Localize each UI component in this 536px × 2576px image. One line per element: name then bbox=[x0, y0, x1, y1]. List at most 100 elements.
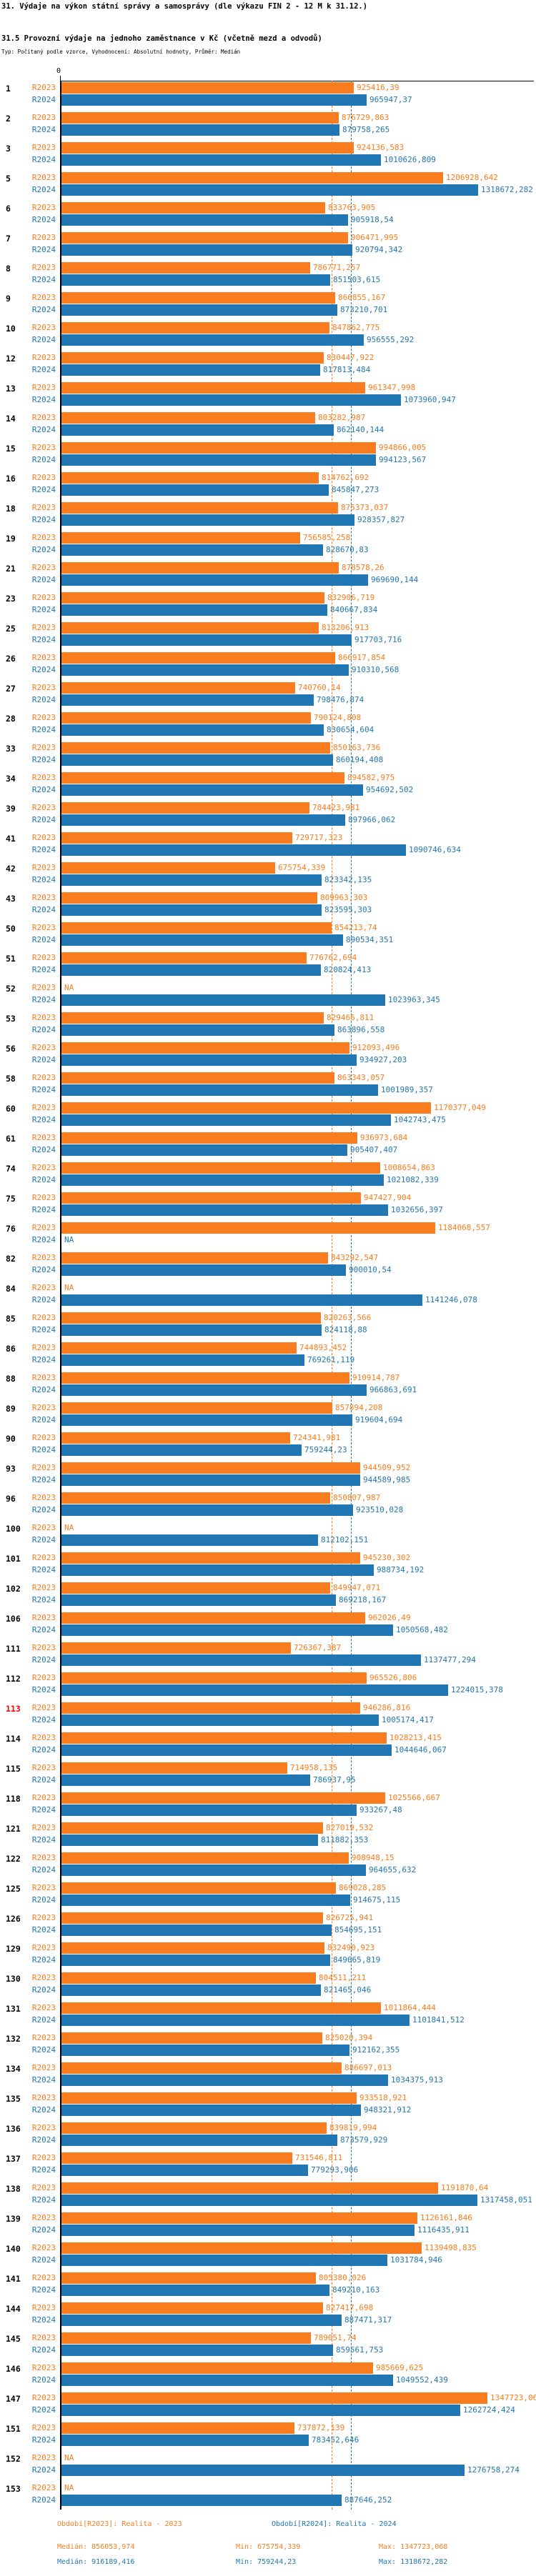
value-label-r2023: 965526,806 bbox=[369, 1673, 417, 1682]
bar-line-r2023: R2023 936973,684 bbox=[0, 1132, 536, 1144]
row-number: 26 bbox=[6, 654, 16, 664]
series-label-r2023: R2023 bbox=[31, 1553, 56, 1562]
bar-r2024 bbox=[61, 214, 348, 226]
chart-row: 118 R2023 1025566,667 R2024 933267,48 bbox=[0, 1792, 536, 1816]
series-label-r2024: R2024 bbox=[31, 215, 56, 224]
value-label-r2024: 919604,694 bbox=[355, 1415, 403, 1424]
bar-line-r2023: R2023 726367,387 bbox=[0, 1642, 536, 1654]
series-label-r2024: R2024 bbox=[31, 2315, 56, 2325]
bar-r2023 bbox=[61, 592, 324, 604]
chart-row: 84 R2023 NA R2024 1141246,078 bbox=[0, 1282, 536, 1306]
bar-r2024 bbox=[61, 2495, 342, 2506]
value-label-r2023: 894582,975 bbox=[347, 773, 395, 782]
series-label-r2024: R2024 bbox=[31, 2435, 56, 2445]
series-label-r2024: R2024 bbox=[31, 2345, 56, 2355]
bar-line-r2024: R2024 1073960,947 bbox=[0, 394, 536, 406]
value-label-r2023: 912093,496 bbox=[352, 1043, 400, 1052]
value-label-r2024: 1262724,424 bbox=[463, 2405, 515, 2415]
bar-r2023 bbox=[61, 82, 354, 94]
value-label-r2024: 869218,167 bbox=[339, 1595, 387, 1604]
value-label-r2023: NA bbox=[64, 1283, 74, 1292]
series-label-r2023: R2023 bbox=[31, 1883, 56, 1892]
series-label-r2023: R2023 bbox=[31, 1913, 56, 1922]
series-label-r2023: R2023 bbox=[31, 2333, 56, 2342]
bar-r2024 bbox=[61, 1955, 330, 1966]
chart-row: 42 R2023 675754,339 R2024 823342,135 bbox=[0, 862, 536, 886]
bar-line-r2023: R2023 724341,981 bbox=[0, 1432, 536, 1444]
bar-line-r2024: R2024 1001989,357 bbox=[0, 1084, 536, 1096]
bar-line-r2024: R2024 965947,37 bbox=[0, 94, 536, 106]
value-label-r2023: 910914,787 bbox=[352, 1373, 400, 1382]
bar-r2024 bbox=[61, 1924, 332, 1936]
value-label-r2024: 933267,48 bbox=[359, 1805, 402, 1814]
chart-row: 39 R2023 784423,981 R2024 897966,062 bbox=[0, 802, 536, 826]
row-number: 74 bbox=[6, 1164, 16, 1174]
series-label-r2023: R2023 bbox=[31, 323, 56, 332]
value-label-r2024: 887471,317 bbox=[344, 2315, 392, 2325]
series-label-r2023: R2023 bbox=[31, 1373, 56, 1382]
value-label-r2023: 839819,994 bbox=[329, 2123, 377, 2132]
value-label-r2023: 827019,532 bbox=[326, 1823, 374, 1832]
bar-r2024 bbox=[61, 1804, 357, 1816]
series-label-r2023: R2023 bbox=[31, 293, 56, 302]
bar-line-r2023: R2023 827019,532 bbox=[0, 1822, 536, 1834]
bar-line-r2023: R2023 946286,816 bbox=[0, 1702, 536, 1714]
series-label-r2024: R2024 bbox=[31, 1025, 56, 1034]
row-number: 21 bbox=[6, 564, 16, 574]
bar-r2024 bbox=[61, 2315, 342, 2326]
value-label-r2024: 1001989,357 bbox=[381, 1085, 433, 1094]
value-label-r2023: 805380,026 bbox=[319, 2273, 367, 2282]
series-label-r2024: R2024 bbox=[31, 2195, 56, 2205]
series-label-r2023: R2023 bbox=[31, 1433, 56, 1442]
bar-r2023 bbox=[61, 172, 443, 184]
chart-row: 147 R2023 1347723,068 R2024 1262724,424 bbox=[0, 2392, 536, 2416]
bar-line-r2024: R2024 1090746,634 bbox=[0, 844, 536, 856]
row-number: 125 bbox=[6, 1884, 21, 1894]
bar-r2023 bbox=[61, 1882, 336, 1894]
bar-line-r2024: R2024 905918,54 bbox=[0, 214, 536, 226]
bar-r2023 bbox=[61, 1912, 323, 1924]
bar-line-r2024: R2024 1116435,911 bbox=[0, 2225, 536, 2236]
row-number: 122 bbox=[6, 1854, 21, 1864]
bar-r2023 bbox=[61, 2122, 327, 2134]
bar-line-r2023: R2023 925416,39 bbox=[0, 82, 536, 94]
bar-r2023 bbox=[61, 502, 338, 514]
series-label-r2024: R2024 bbox=[31, 2075, 56, 2085]
series-label-r2024: R2024 bbox=[31, 2285, 56, 2295]
chart-rows: 1 R2023 925416,39 R2024 965947,37 2 R2023 87672… bbox=[0, 81, 536, 2506]
series-label-r2023: R2023 bbox=[31, 743, 56, 752]
value-label-r2024: 820824,413 bbox=[324, 965, 372, 974]
value-label-r2024: 824118,88 bbox=[324, 1325, 367, 1334]
bar-r2024 bbox=[61, 1174, 384, 1186]
value-label-r2023: 962026,49 bbox=[368, 1613, 411, 1622]
bar-line-r2023: R2023 1025566,667 bbox=[0, 1792, 536, 1804]
series-label-r2023: R2023 bbox=[31, 683, 56, 692]
bar-r2023 bbox=[61, 2062, 342, 2074]
value-label-r2024: 849210,163 bbox=[332, 2285, 380, 2295]
bar-line-r2023: R2023 910914,787 bbox=[0, 1372, 536, 1384]
value-label-r2023: 740760,14 bbox=[298, 683, 341, 692]
bar-line-r2024: R2024 944589,985 bbox=[0, 1474, 536, 1486]
chart-row: 53 R2023 829466,811 R2024 863896,558 bbox=[0, 1012, 536, 1036]
bar-r2024 bbox=[61, 1474, 360, 1486]
value-label-r2024: 1050568,482 bbox=[396, 1625, 448, 1634]
value-label-r2023: NA bbox=[64, 1523, 74, 1532]
value-label-r2023: 946286,816 bbox=[363, 1703, 411, 1712]
value-label-r2024: 988734,192 bbox=[377, 1565, 425, 1574]
value-label-r2024: 920794,342 bbox=[355, 245, 403, 254]
value-label-r2023: 790124,808 bbox=[314, 713, 362, 722]
bar-line-r2023: R2023 1008654,863 bbox=[0, 1162, 536, 1174]
bar-line-r2023: R2023 933518,921 bbox=[0, 2092, 536, 2104]
chart-row: 43 R2023 809963,303 R2024 823595,303 bbox=[0, 892, 536, 916]
value-label-r2023: 878578,26 bbox=[342, 563, 384, 572]
row-number: 90 bbox=[6, 1434, 16, 1444]
value-label-r2023: 820263,566 bbox=[324, 1313, 372, 1322]
bar-r2024 bbox=[61, 1444, 302, 1456]
bar-r2024 bbox=[61, 1294, 422, 1306]
bar-line-r2024: R2024 900010,54 bbox=[0, 1264, 536, 1276]
bar-line-r2024: R2024 1318672,282 bbox=[0, 184, 536, 196]
bar-r2024 bbox=[61, 2165, 308, 2176]
series-label-r2023: R2023 bbox=[31, 1853, 56, 1862]
bar-r2023 bbox=[61, 1672, 367, 1684]
series-label-r2024: R2024 bbox=[31, 1925, 56, 1935]
